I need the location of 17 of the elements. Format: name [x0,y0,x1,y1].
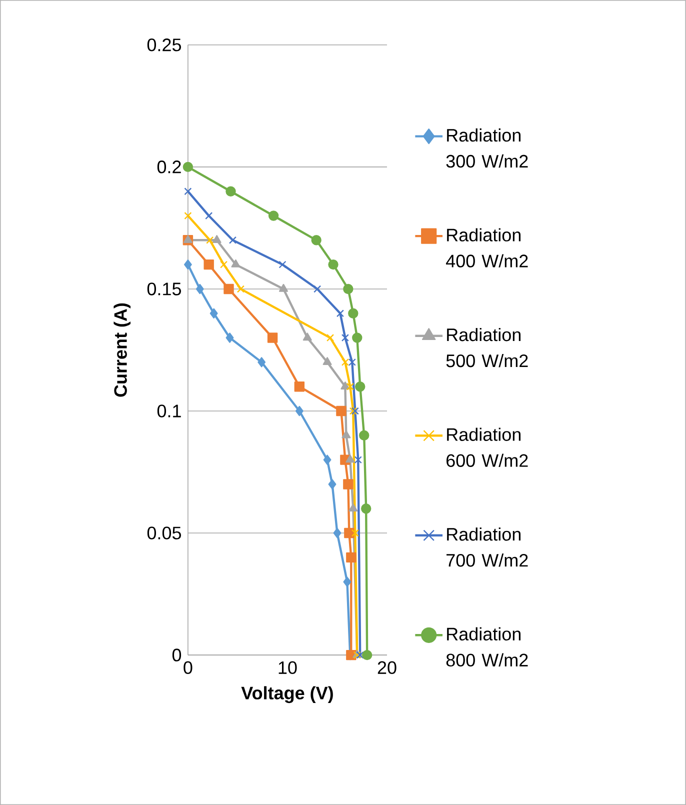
x-tick-label: 20 [378,661,396,674]
legend-label: Radiation 700 W/m2 [446,528,528,567]
y-tick-label: 0.05 [147,526,181,540]
x-tick-label: 10 [278,661,297,674]
y-axis-title: Current (A) [114,303,131,397]
x-axis-title: Voltage (V) [241,686,333,704]
y-tick-label: 0.2 [157,160,181,174]
y-tick-label: 0 [172,648,182,662]
y-tick-label: 0.1 [157,404,181,418]
x-tick-label: 0 [184,661,192,674]
legend-label: Radiation 300 W/m2 [446,128,528,168]
legend-label: Radiation 400 W/m2 [446,228,528,268]
y-tick-label: 0.15 [147,282,181,296]
legend-label: Radiation 800 W/m2 [446,627,528,666]
y-tick-label: 0.25 [147,38,181,52]
legend-label: Radiation 600 W/m2 [446,428,528,467]
legend-label: Radiation 500 W/m2 [446,328,528,368]
